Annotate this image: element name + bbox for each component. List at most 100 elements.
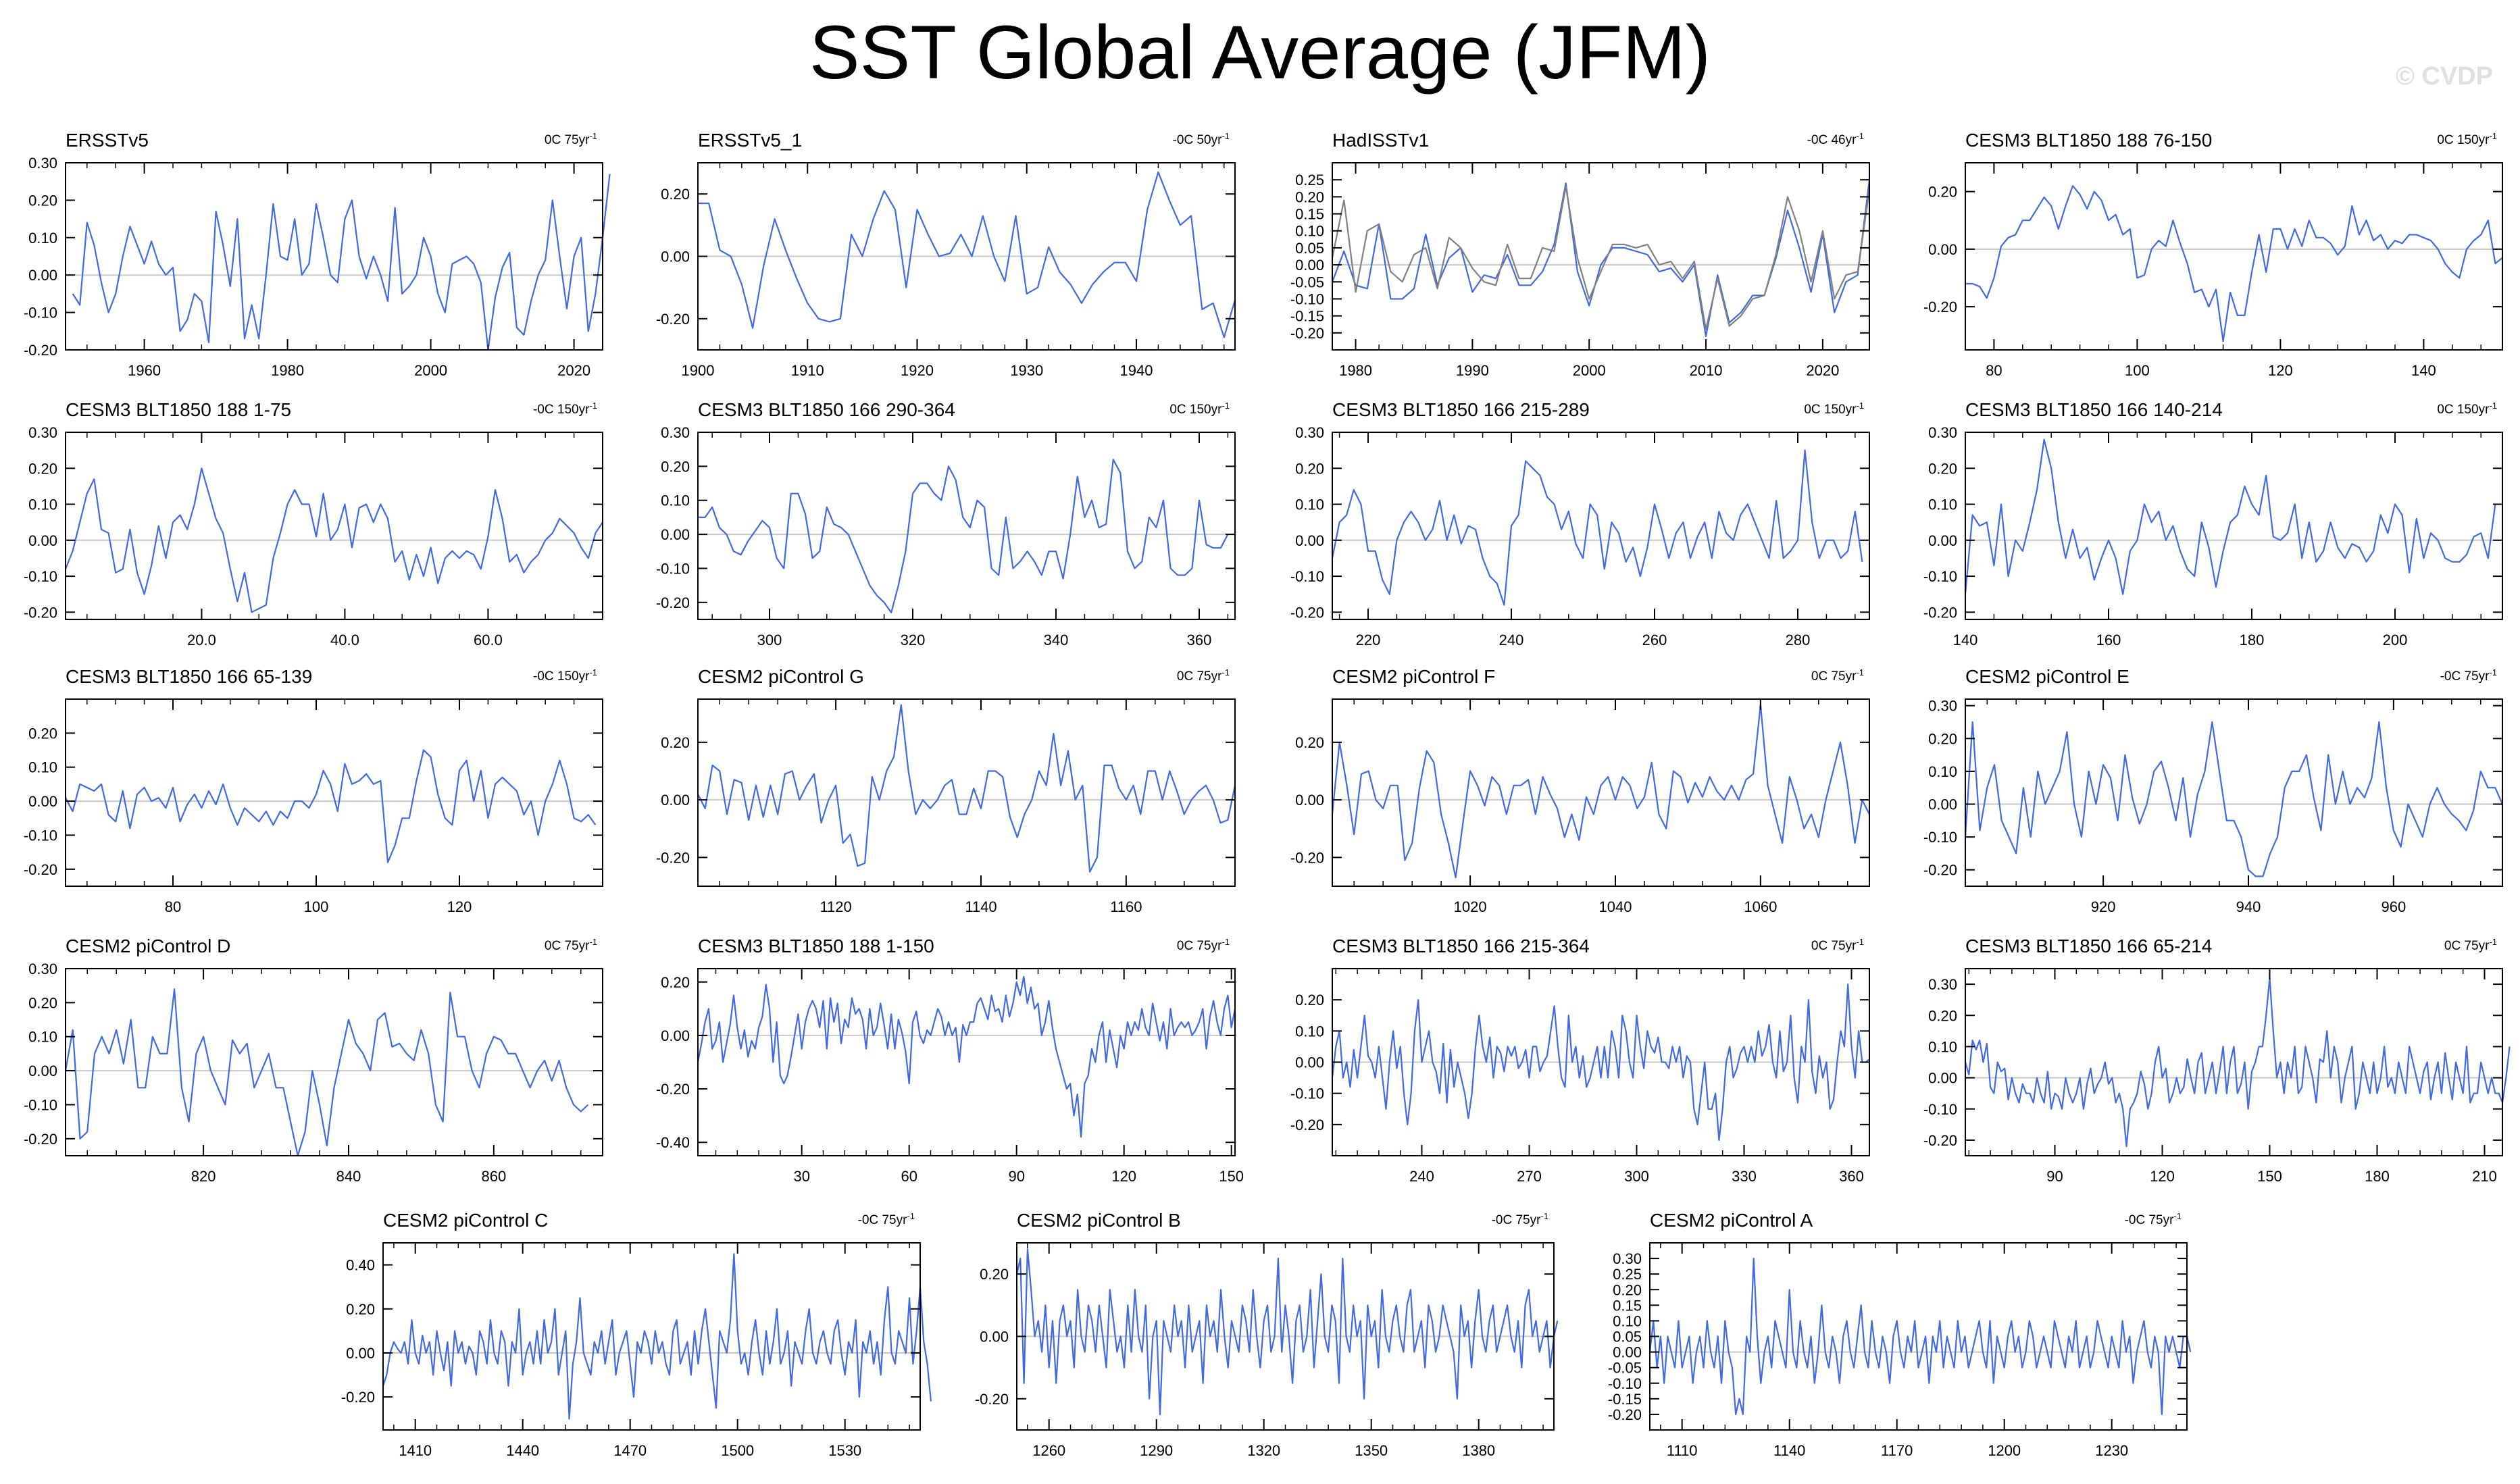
panel: CESM3 BLT1850 188 1-75 -0C 150yr-1 -0.20 -0… [24,399,603,648]
x-tick-label: 260 [1642,632,1667,648]
y-tick-label: 0.00 [1928,532,1957,549]
series-line [1965,185,2503,342]
y-tick-label: 0.20 [1295,188,1324,205]
plot-frame [1965,698,2503,887]
y-tick-label: 0.00 [1928,796,1957,813]
x-tick-label: 240 [1499,632,1524,648]
y-tick-label: 0.10 [1928,496,1957,513]
y-tick-label: 0.20 [661,734,690,751]
y-tick-label: 0.20 [1928,460,1957,477]
y-tick-label: 0.25 [1613,1266,1642,1283]
trend-label: 0C 75yr-1 [2444,937,2497,953]
x-tick-label: 1110 [1667,1442,1698,1459]
panel: CESM3 BLT1850 166 215-289 0C 150yr-1 -0.20… [1290,399,1870,648]
y-tick-label: -0.20 [1923,299,1957,315]
y-tick-label: -0.20 [24,604,57,621]
y-tick-label: 0.10 [28,496,57,513]
x-tick-label: 60 [901,1168,917,1185]
series-line [1331,704,1870,879]
x-tick-label: 1060 [1744,898,1777,915]
x-tick-label: 280 [1786,632,1811,648]
x-tick-label: 1960 [128,362,161,379]
y-tick-label: 0.00 [28,532,57,549]
y-tick-label: 0.20 [1928,730,1957,747]
y-tick-label: 0.20 [346,1301,375,1318]
y-tick-label: 0.10 [28,759,57,776]
plot-frame [65,162,603,351]
x-tick-label: 60.0 [474,632,503,648]
panel: CESM3 BLT1850 166 65-139 -0C 150yr-1 -0.20… [24,666,603,915]
y-tick-label: 0.20 [28,994,57,1011]
x-tick-label: 1930 [1010,362,1043,379]
y-tick-label: -0.20 [1290,325,1324,342]
y-tick-label: -0.20 [975,1391,1009,1408]
y-tick-label: -0.20 [1923,1132,1957,1149]
trend-label: -0C 46yr-1 [1807,131,1864,147]
y-tick-label: 0.00 [661,1027,690,1044]
x-tick-label: 30 [793,1168,809,1185]
y-tick-label: -0.20 [1290,1117,1324,1133]
y-tick-label: 0.20 [1928,1007,1957,1024]
trend-label: -0C 150yr-1 [533,667,597,684]
trend-exponent: -1 [589,937,597,947]
y-tick-label: 0.20 [1295,734,1324,751]
trend-label: -0C 150yr-1 [533,401,597,417]
x-tick-label: 160 [2096,632,2121,648]
y-tick-label: 0.05 [1613,1329,1642,1346]
x-tick-label: 1160 [1110,898,1142,915]
x-tick-label: 90 [1008,1168,1024,1185]
panel-title: CESM2 piControl C [383,1210,548,1231]
panel-title: ERSSTv5_1 [698,130,802,151]
x-tick-label: 860 [481,1168,506,1185]
cvdp-watermark: © CVDP [2395,62,2493,91]
trend-exponent: -1 [1856,131,1864,141]
y-tick-label: -0.20 [656,311,690,328]
trend-exponent: -1 [1856,401,1864,411]
y-tick-label: 0.00 [346,1345,375,1362]
x-tick-label: 180 [2240,632,2265,648]
x-tick-label: 1920 [901,362,934,379]
trend-label: 0C 75yr-1 [545,131,597,147]
y-tick-label: 0.30 [661,424,690,441]
x-tick-label: 2020 [557,362,590,379]
panel-title: CESM3 BLT1850 188 1-150 [698,936,934,956]
plot-frame [1965,162,2503,351]
x-tick-label: 1120 [820,898,851,915]
x-tick-label: 120 [2268,362,2293,379]
trend-exponent: -1 [907,1211,915,1221]
trend-label: 0C 150yr-1 [2437,131,2497,147]
x-tick-label: 330 [1732,1168,1757,1185]
trend-exponent: -1 [589,131,597,141]
y-tick-label: -0.10 [24,568,57,585]
panel-title: CESM2 piControl E [1965,666,2130,687]
y-tick-label: -0.10 [656,560,690,577]
x-tick-label: 2020 [1806,362,1839,379]
trend-exponent: -1 [2489,667,2497,677]
y-tick-label: -0.10 [1290,568,1324,585]
x-tick-label: 2000 [1573,362,1606,379]
y-tick-label: 0.30 [1928,424,1957,441]
trend-exponent: -1 [2173,1211,2182,1221]
trend-exponent: -1 [2489,937,2497,947]
trend-label: -0C 75yr-1 [1492,1211,1548,1227]
x-tick-label: 340 [1044,632,1069,648]
y-tick-label: -0.10 [1923,568,1957,585]
series-line [1331,449,1863,606]
y-tick-label: -0.10 [1923,1101,1957,1118]
y-tick-label: -0.20 [656,849,690,866]
x-tick-label: 140 [2411,362,2436,379]
y-tick-label: 0.30 [1928,976,1957,993]
y-tick-label: 0.00 [28,793,57,810]
panel-title: HadISSTv1 [1332,130,1429,151]
y-tick-label: 0.20 [28,725,57,742]
y-tick-label: -0.20 [1608,1406,1642,1423]
page-title: SST Global Average (JFM) [809,10,1711,95]
y-tick-label: -0.20 [1290,849,1324,866]
x-tick-label: 270 [1517,1168,1542,1185]
x-tick-label: 1440 [506,1442,539,1459]
plot-frame [1332,432,1870,620]
y-tick-label: -0.20 [341,1389,375,1406]
y-tick-label: 0.00 [1928,1070,1957,1087]
trend-exponent: -1 [2489,401,2497,411]
y-tick-label: 0.10 [1613,1312,1642,1329]
